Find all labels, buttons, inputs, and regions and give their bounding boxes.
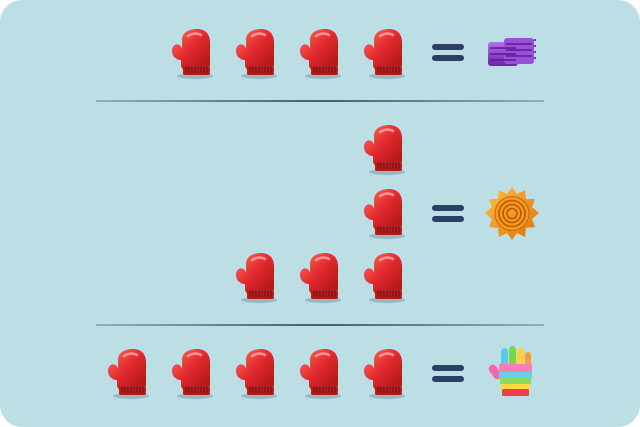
equals-sign xyxy=(432,202,464,224)
row-divider xyxy=(96,100,544,102)
equals-sign xyxy=(432,41,464,63)
equals-sign xyxy=(432,362,464,384)
red-mitten-icon xyxy=(360,252,410,304)
red-mitten-icon xyxy=(232,28,282,80)
red-mitten-icon xyxy=(232,348,282,400)
rainbow-glove-icon xyxy=(488,346,532,396)
red-mitten-icon xyxy=(168,348,218,400)
orange-sun-badge-icon xyxy=(485,187,539,240)
red-mitten-icon xyxy=(360,124,410,176)
purple-scarf-icon xyxy=(488,38,536,66)
row-divider xyxy=(96,324,544,326)
red-mitten-icon xyxy=(360,348,410,400)
red-mitten-icon xyxy=(296,348,346,400)
red-mitten-icon xyxy=(296,28,346,80)
red-mitten-icon xyxy=(168,28,218,80)
red-mitten-icon xyxy=(360,28,410,80)
red-mitten-icon xyxy=(232,252,282,304)
red-mitten-icon xyxy=(360,188,410,240)
red-mitten-icon xyxy=(104,348,154,400)
red-mitten-icon xyxy=(296,252,346,304)
